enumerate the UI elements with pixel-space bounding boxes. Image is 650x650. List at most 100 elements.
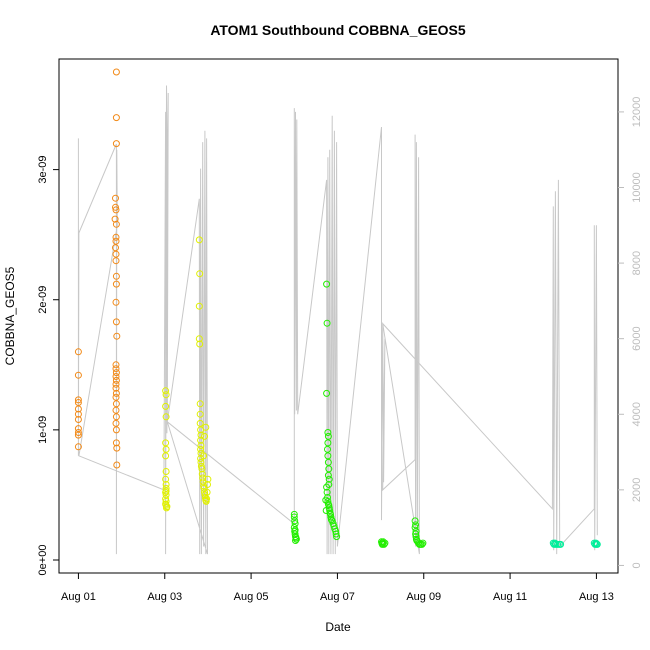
- data-point: [163, 503, 171, 511]
- data-point: [112, 361, 120, 369]
- data-point: [292, 537, 299, 544]
- data-point: [112, 272, 120, 280]
- data-point: [412, 521, 420, 529]
- data-point: [162, 387, 170, 395]
- data-point: [112, 114, 120, 122]
- data-point: [112, 140, 120, 148]
- data-point: [74, 443, 82, 451]
- data-point: [322, 507, 330, 514]
- data-point: [411, 517, 419, 525]
- data-point: [203, 488, 211, 496]
- data-point: [327, 516, 335, 524]
- data-point: [198, 465, 206, 473]
- data-point: [74, 429, 82, 436]
- data-point: [112, 380, 120, 388]
- data-point: [204, 481, 211, 488]
- data-point: [111, 215, 119, 223]
- data-point: [162, 439, 170, 447]
- data-point: [113, 461, 121, 469]
- y-axis-label: COBBNA_GEOS5: [3, 266, 17, 365]
- data-point: [324, 458, 332, 466]
- data-point: [162, 445, 170, 453]
- y-axis-left: 0e+00 1e-09 2e-09 3e-09: [37, 156, 59, 576]
- y-axis-right: 0 2000 4000 6000 8000 10000 12000: [618, 97, 643, 569]
- data-point: [162, 497, 170, 505]
- data-point: [292, 535, 300, 543]
- data-point: [290, 513, 298, 521]
- data-point: [197, 442, 205, 449]
- y2-tick-label: 0: [631, 562, 643, 568]
- data-point: [195, 302, 203, 310]
- data-point: [112, 220, 120, 228]
- data-point: [112, 413, 120, 421]
- y2-tick-label: 10000: [631, 172, 643, 203]
- data-point: [324, 471, 332, 479]
- y2-tick-label: 8000: [631, 251, 643, 275]
- data-point: [162, 413, 170, 421]
- data-point: [112, 237, 120, 245]
- data-point: [419, 539, 427, 547]
- data-point: [201, 488, 208, 496]
- data-point: [74, 416, 82, 423]
- data-point: [411, 524, 419, 531]
- data-point: [199, 474, 207, 482]
- data-point: [332, 530, 340, 538]
- chart-title: ATOM1 Southbound COBBNA_GEOS5: [210, 22, 466, 38]
- data-point: [196, 419, 204, 427]
- data-point: [112, 406, 120, 414]
- data-point: [112, 257, 120, 265]
- data-point: [112, 393, 120, 401]
- data-point: [112, 439, 120, 447]
- data-point: [200, 482, 208, 490]
- data-point: [112, 318, 120, 326]
- altitude-line-layer: [77, 85, 598, 555]
- y2-tick-label: 12000: [631, 97, 643, 128]
- data-point: [197, 458, 205, 466]
- data-point: [74, 396, 82, 404]
- data-point: [323, 319, 331, 327]
- data-point: [112, 384, 120, 392]
- data-point: [162, 391, 170, 399]
- data-point: [290, 510, 298, 518]
- series-4: [549, 539, 601, 548]
- data-point: [112, 206, 120, 214]
- y-tick-label: 2e-09: [37, 286, 49, 314]
- data-point: [74, 405, 82, 413]
- data-point: [112, 280, 120, 288]
- data-point: [162, 468, 170, 475]
- data-point: [326, 507, 334, 514]
- data-point: [112, 194, 119, 202]
- data-point: [381, 539, 389, 547]
- data-point: [162, 402, 170, 410]
- data-point: [324, 452, 332, 460]
- data-point: [324, 445, 331, 453]
- data-point: [202, 423, 210, 431]
- data-point: [113, 444, 121, 452]
- data-point: [204, 475, 212, 483]
- data-point: [197, 436, 205, 444]
- data-point: [380, 540, 388, 548]
- x-tick-label: Aug 03: [147, 591, 182, 603]
- data-point: [196, 410, 204, 418]
- data-point: [196, 400, 204, 408]
- data-point: [112, 365, 120, 373]
- data-point: [195, 236, 203, 244]
- x-axis: Aug 01 Aug 03 Aug 05 Aug 07 Aug 09 Aug 11 Aug …: [61, 573, 614, 603]
- data-point: [196, 340, 204, 348]
- data-point: [322, 496, 330, 504]
- y-tick-label: 0e+00: [37, 545, 49, 576]
- data-point: [324, 439, 332, 447]
- data-point: [323, 280, 331, 288]
- x-tick-label: Aug 05: [234, 591, 269, 603]
- data-point: [323, 389, 331, 397]
- data-point: [412, 530, 420, 538]
- data-point: [325, 465, 333, 473]
- series-2: [162, 236, 212, 512]
- data-point: [197, 445, 205, 453]
- data-point: [162, 501, 170, 509]
- data-point: [412, 527, 420, 535]
- data-point: [333, 533, 341, 541]
- data-point: [197, 431, 205, 439]
- data-point: [162, 475, 170, 483]
